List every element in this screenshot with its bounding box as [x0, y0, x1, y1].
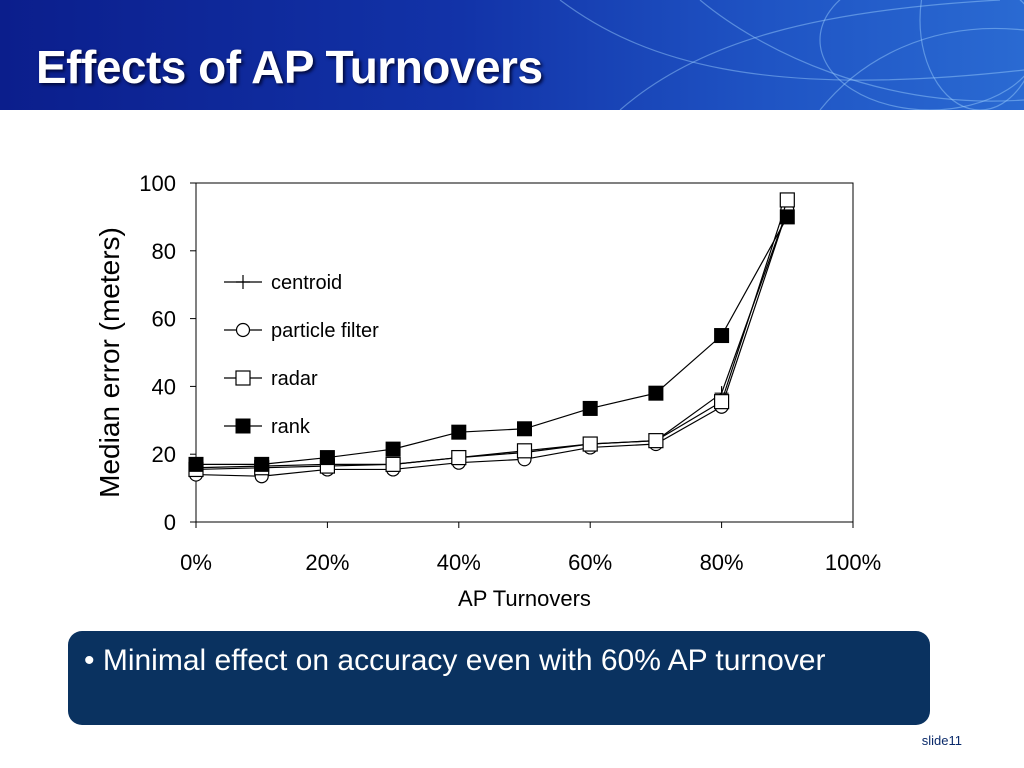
- data-point: [451, 449, 467, 466]
- y-tick-label: 60: [152, 307, 176, 332]
- legend-label: radar: [271, 368, 318, 390]
- x-tick-label: 40%: [437, 550, 481, 575]
- data-point: [779, 192, 795, 208]
- x-tick-label: 80%: [700, 550, 744, 575]
- series-rank: [188, 209, 795, 472]
- legend-item-particle-filter: particle filter: [224, 320, 379, 342]
- x-tick-label: 20%: [305, 550, 349, 575]
- y-tick-label: 0: [164, 510, 176, 535]
- legend-item-radar: radar: [224, 368, 318, 390]
- bullet-text: • Minimal effect on accuracy even with 6…: [84, 644, 826, 677]
- legend-marker: [235, 418, 251, 434]
- legend-marker: [235, 322, 251, 338]
- banner-decoration: [559, 0, 1024, 110]
- series-radar: [188, 192, 795, 478]
- legend-label: centroid: [271, 272, 342, 294]
- y-axis-label: Median error (meters): [94, 227, 125, 498]
- data-point: [319, 450, 335, 466]
- bullet-callout: • Minimal effect on accuracy even with 6…: [68, 631, 930, 725]
- plot-frame: [195, 182, 854, 523]
- data-point: [713, 394, 730, 410]
- data-point: [714, 328, 730, 344]
- data-point: [582, 400, 598, 416]
- data-point: [516, 443, 533, 459]
- legend-marker: [235, 370, 251, 386]
- data-point: [254, 456, 270, 472]
- y-tick-label: 80: [152, 239, 176, 264]
- legend-label: rank: [271, 416, 311, 438]
- title-banner: Effects of AP Turnovers: [0, 0, 1024, 110]
- x-tick-label: 60%: [568, 550, 612, 575]
- data-point: [451, 424, 467, 440]
- y-tick-label: 40: [152, 374, 176, 399]
- x-tick-label: 100%: [825, 550, 881, 575]
- series-line: [195, 209, 788, 469]
- data-point: [385, 441, 401, 457]
- legend-item-centroid: centroid: [224, 272, 342, 294]
- series-line: [195, 209, 788, 477]
- series-line: [196, 216, 788, 465]
- data-point: [648, 385, 664, 401]
- legend-marker: [236, 275, 250, 289]
- series-line: [195, 199, 788, 471]
- legend-label: particle filter: [271, 320, 379, 342]
- data-point: [385, 456, 401, 472]
- line-chart: 0 20 40 60 80 100 0% 20% 40% 60% 80% 100% AP Turnove…: [94, 171, 881, 611]
- slide-number: slide11: [921, 733, 962, 748]
- y-tick-label: 100: [139, 171, 176, 196]
- x-axis-label: AP Turnovers: [458, 586, 591, 611]
- data-point: [648, 433, 664, 449]
- x-tick-label: 0%: [180, 550, 212, 575]
- y-tick-label: 20: [152, 442, 176, 467]
- legend-item-rank: rank: [224, 416, 311, 438]
- data-point: [188, 456, 204, 472]
- data-point: [582, 436, 598, 452]
- slide-title: Effects of AP Turnovers: [36, 41, 543, 93]
- data-point: [517, 421, 532, 437]
- data-point: [779, 209, 795, 225]
